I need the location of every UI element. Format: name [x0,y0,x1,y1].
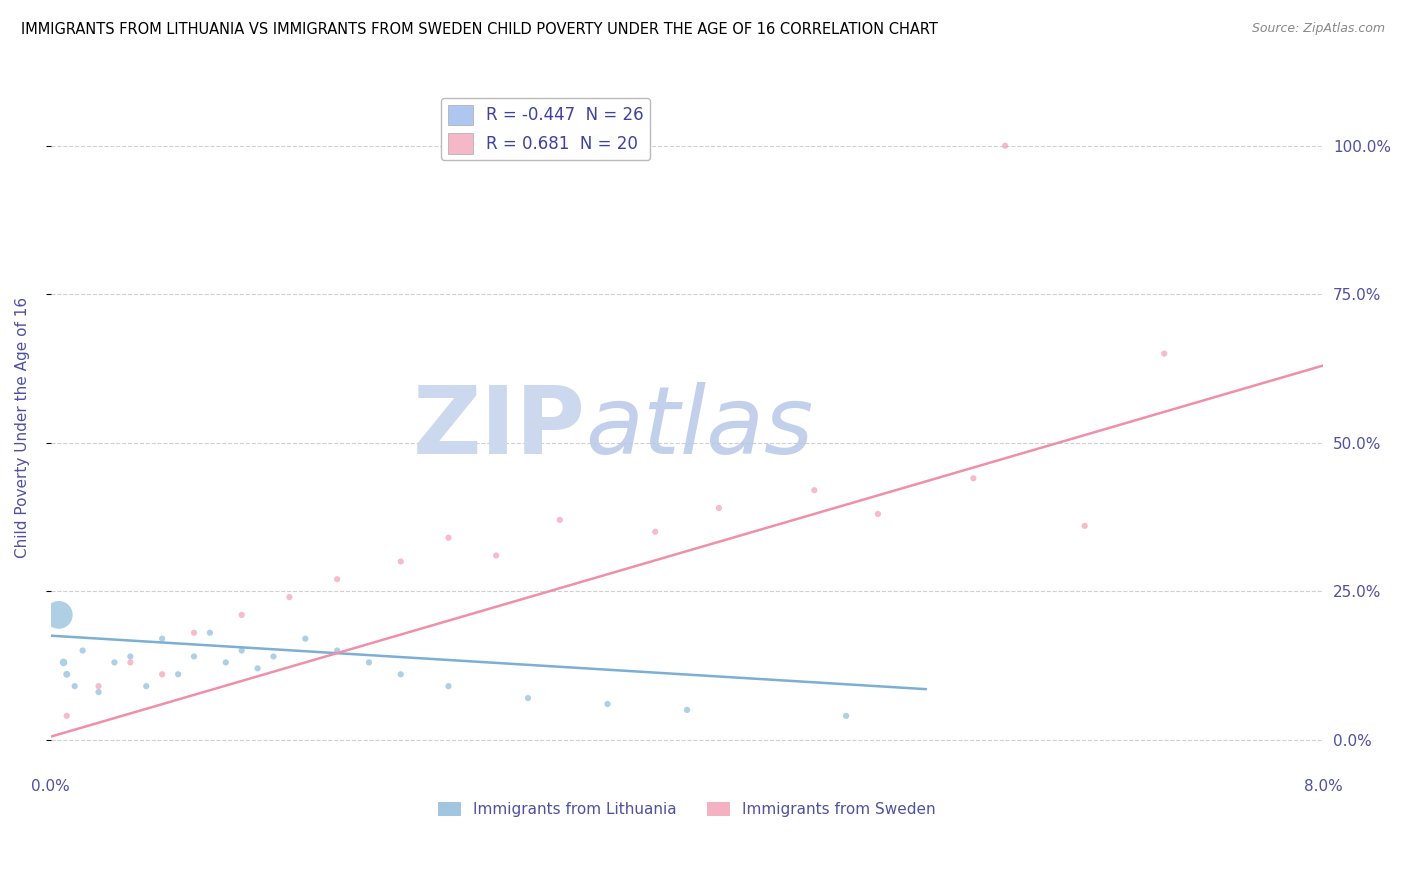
Point [389,667,412,681]
Point [994,138,1017,153]
Text: IMMIGRANTS FROM LITHUANIA VS IMMIGRANTS FROM SWEDEN CHILD POVERTY UNDER THE AGE : IMMIGRANTS FROM LITHUANIA VS IMMIGRANTS … [21,22,938,37]
Point [707,501,730,516]
Point [135,679,157,693]
Point [1073,518,1095,533]
Point [167,667,190,681]
Point [87,685,110,699]
Point [55,667,77,681]
Point [389,554,412,568]
Point [326,572,349,586]
Point [150,632,173,646]
Point [676,703,699,717]
Point [87,679,110,693]
Point [1153,346,1175,360]
Point [263,649,285,664]
Point [294,632,316,646]
Point [644,524,666,539]
Point [150,667,173,681]
Point [803,483,825,498]
Point [485,549,508,563]
Point [72,643,94,657]
Point [120,649,142,664]
Point [357,656,380,670]
Point [198,625,221,640]
Point [596,697,619,711]
Point [246,661,269,675]
Point [48,607,70,622]
Point [183,625,205,640]
Text: ZIP: ZIP [412,382,585,474]
Point [326,643,349,657]
Point [52,656,75,670]
Point [548,513,571,527]
Point [103,656,125,670]
Point [962,471,984,485]
Point [55,709,77,723]
Point [231,643,253,657]
Point [183,649,205,664]
Point [437,531,460,545]
Text: Source: ZipAtlas.com: Source: ZipAtlas.com [1251,22,1385,36]
Point [866,507,889,521]
Point [63,679,86,693]
Point [231,607,253,622]
Y-axis label: Child Poverty Under the Age of 16: Child Poverty Under the Age of 16 [15,297,30,558]
Point [835,709,858,723]
Point [517,691,540,706]
Text: atlas: atlas [585,383,814,474]
Point [278,590,301,604]
Point [120,656,142,670]
Point [215,656,238,670]
Point [437,679,460,693]
Legend: Immigrants from Lithuania, Immigrants from Sweden: Immigrants from Lithuania, Immigrants fr… [432,796,942,823]
